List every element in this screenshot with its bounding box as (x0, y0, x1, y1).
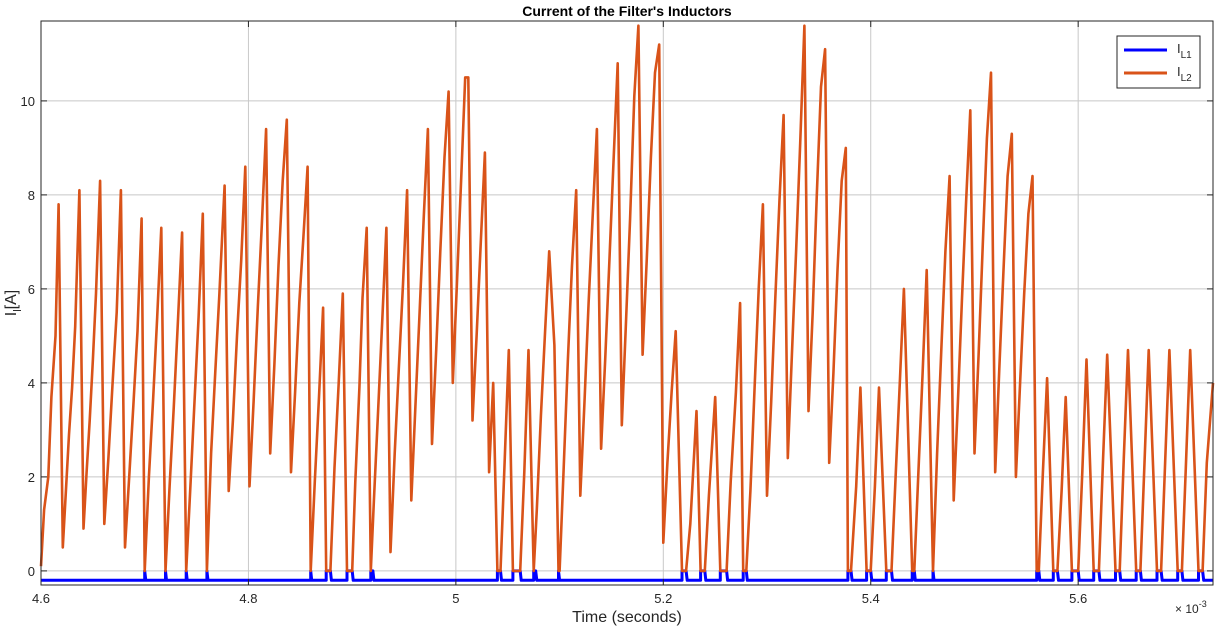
y-tick-label: 10 (21, 94, 35, 109)
y-axis-label-main: I (3, 312, 20, 316)
x-tick-label: 5.2 (654, 591, 672, 606)
x-tick-label: 4.8 (239, 591, 257, 606)
y-axis-label: Il[A] (3, 290, 24, 316)
x-exponent-label: × 10-3 (1175, 599, 1207, 616)
legend-label-series-1-sub: L1 (1181, 50, 1193, 61)
x-exponent-power: -3 (1199, 599, 1207, 609)
x-tick-label: 4.6 (32, 591, 50, 606)
x-tick-layer: 4.6 4.8 5 5.2 5.4 5.6 (32, 21, 1087, 606)
series-line-1 (41, 569, 1213, 582)
chart-title: Current of the Filter's Inductors (522, 3, 732, 19)
x-tick-label: 5.6 (1069, 591, 1087, 606)
y-axis-label-sub: l (12, 309, 24, 311)
y-tick-label: 8 (28, 188, 35, 203)
y-tick-label: 2 (28, 470, 35, 485)
plot-frame (40, 20, 1214, 586)
y-axis-label-unit: [A] (3, 290, 20, 310)
legend-label-series-1-main: I (1177, 41, 1181, 56)
legend-label-series-2-sub: L2 (1181, 73, 1193, 84)
grid-layer (40, 21, 1213, 585)
y-tick-label: 4 (28, 376, 35, 391)
legend-label-series-2-main: I (1177, 64, 1181, 79)
x-exponent-base: × 10 (1175, 602, 1199, 616)
legend-box (1116, 35, 1201, 89)
y-tick-label: 6 (28, 282, 35, 297)
legend-label-series-2: IL2 (1177, 64, 1192, 84)
y-tick-layer: 0 2 4 6 8 10 (21, 94, 1213, 579)
legend-label-series-1: IL1 (1177, 41, 1192, 61)
data-layer (39, 24, 1215, 582)
x-axis-label: Time (seconds) (572, 609, 682, 626)
y-tick-label: 0 (28, 564, 35, 579)
legend: IL1 IL2 (1116, 35, 1201, 89)
series-line-2 (39, 24, 1215, 573)
x-tick-label: 5.4 (862, 591, 880, 606)
x-tick-label: 5 (452, 591, 459, 606)
